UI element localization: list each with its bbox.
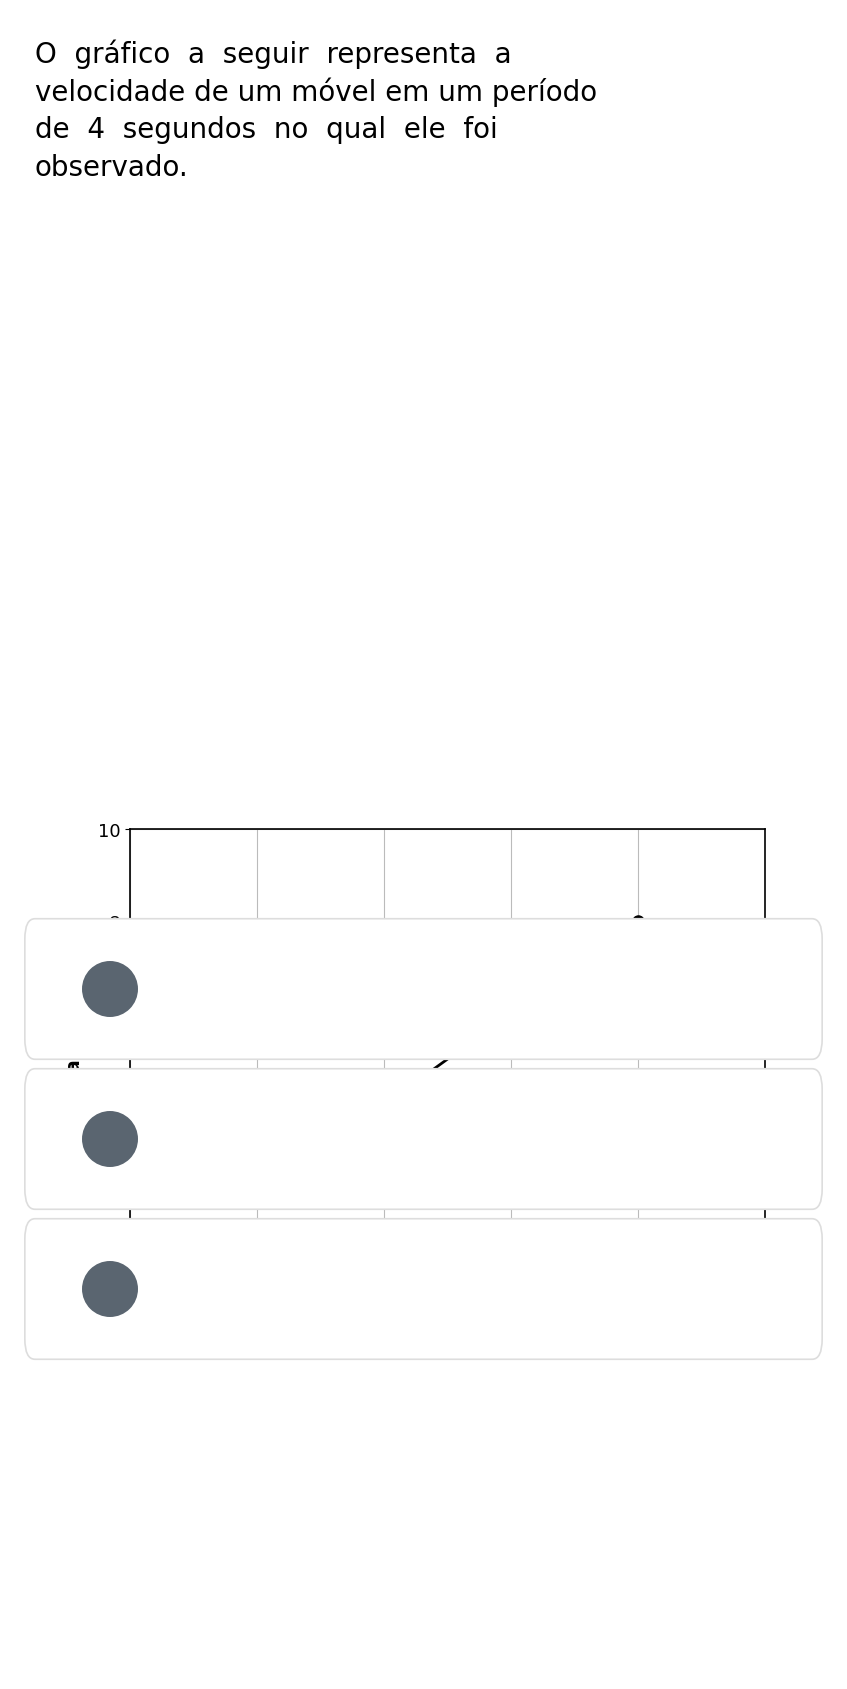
- Point: [250, 1091, 263, 1118]
- Point: [631, 909, 645, 936]
- Text: 8 m/s.: 8 m/s.: [185, 1275, 271, 1304]
- Point: [504, 1000, 518, 1027]
- Text: O  gráfico  a  seguir  representa  a: O gráfico a seguir representa a: [35, 41, 512, 69]
- X-axis label: Tempo (s): Tempo (s): [394, 1328, 501, 1348]
- Point: [377, 1091, 390, 1118]
- Text: A: A: [102, 980, 118, 998]
- Text: 6 m/s.: 6 m/s.: [185, 1125, 271, 1154]
- Text: A variação da velocidade nesse período: A variação da velocidade nesse período: [35, 929, 588, 958]
- Y-axis label: Velocidade (m/s): Velocidade (m/s): [64, 968, 84, 1150]
- Text: 4 m/s.: 4 m/s.: [185, 976, 271, 1003]
- Text: observado.: observado.: [35, 154, 189, 182]
- Point: [123, 1091, 136, 1118]
- Text: C: C: [102, 1280, 117, 1299]
- Text: velocidade de um móvel em um período: velocidade de um móvel em um período: [35, 78, 597, 108]
- Text: B: B: [102, 1130, 118, 1149]
- Text: de  4  segundos  no  qual  ele  foi: de 4 segundos no qual ele foi: [35, 117, 498, 144]
- Text: de 4 segundos é de: de 4 segundos é de: [35, 969, 307, 998]
